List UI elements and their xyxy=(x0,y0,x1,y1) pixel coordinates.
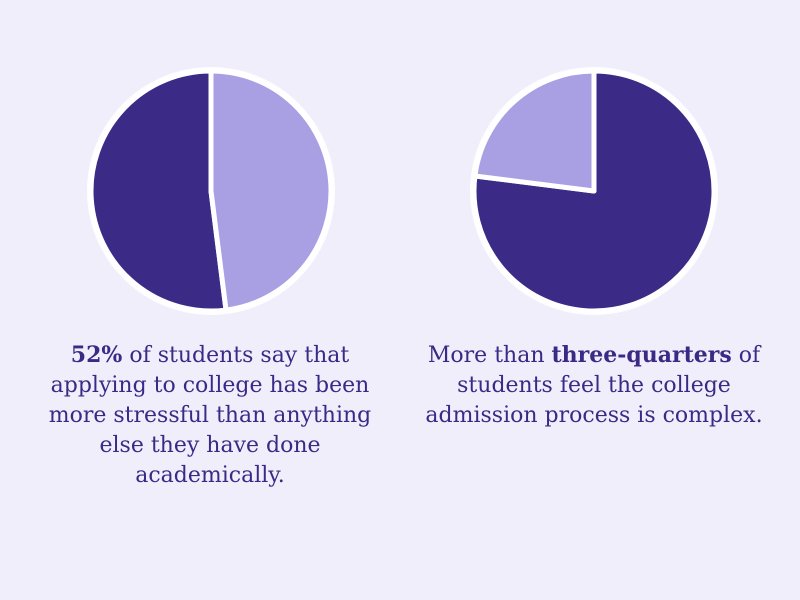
pie-slice-other xyxy=(472,68,597,194)
caption-stress-bold: 52% xyxy=(70,342,123,368)
caption-stress: 52% of students say that applying to col… xyxy=(30,340,390,491)
caption-complexity-text: of students feel the college admission p… xyxy=(425,343,763,428)
pie-chart-complexity xyxy=(470,67,718,315)
pie-slice-stressful xyxy=(88,68,229,314)
caption-complexity: More than three-quarters of students fee… xyxy=(414,340,774,431)
caption-complexity-bold: three-quarters xyxy=(551,342,732,368)
caption-complexity-lead: More than xyxy=(427,343,552,368)
pie-chart-stress xyxy=(87,67,335,315)
pie-slice-other xyxy=(208,68,334,313)
caption-stress-text: of students say that applying to college… xyxy=(48,343,372,488)
